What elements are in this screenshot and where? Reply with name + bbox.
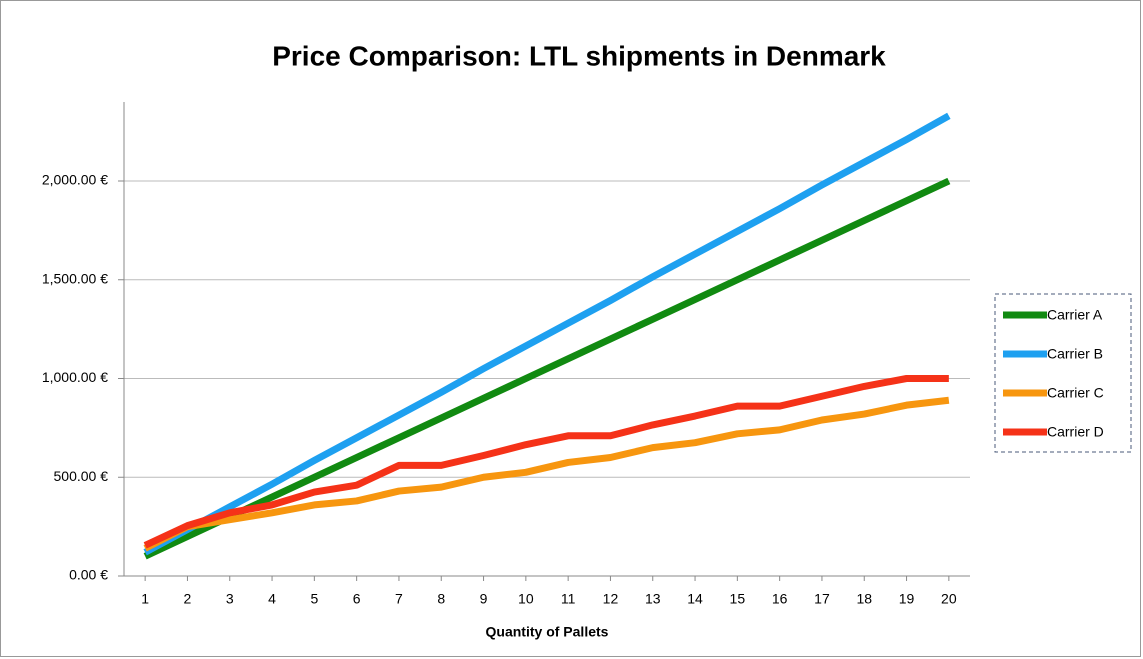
x-axis-label: Quantity of Pallets [486,624,609,640]
x-tick-label: 3 [226,591,234,607]
legend-label: Carrier D [1047,424,1104,440]
y-tick-label: 500.00 € [54,468,109,484]
legend-label: Carrier C [1047,385,1104,401]
legend-label: Carrier B [1047,346,1103,362]
chart-border [1,1,1141,657]
legend-label: Carrier A [1047,307,1103,323]
y-tick-label: 1,000.00 € [42,369,108,385]
x-tick-label: 14 [687,591,703,607]
x-tick-label: 17 [814,591,830,607]
x-tick-label: 15 [730,591,746,607]
chart-title: Price Comparison: LTL shipments in Denma… [272,40,886,71]
y-tick-label: 2,000.00 € [42,172,108,188]
x-tick-label: 7 [395,591,403,607]
chart: Price Comparison: LTL shipments in Denma… [0,0,1143,659]
x-tick-label: 12 [603,591,619,607]
y-tick-label: 1,500.00 € [42,270,108,286]
x-tick-label: 1 [141,591,149,607]
x-tick-label: 20 [941,591,957,607]
x-tick-label: 6 [353,591,361,607]
x-tick-label: 11 [561,591,576,607]
x-tick-label: 2 [184,591,192,607]
x-tick-label: 5 [310,591,318,607]
x-tick-label: 10 [518,591,534,607]
x-tick-label: 9 [480,591,488,607]
x-tick-label: 19 [899,591,915,607]
x-tick-label: 16 [772,591,788,607]
x-tick-label: 4 [268,591,276,607]
y-tick-label: 0.00 € [69,567,108,583]
x-tick-label: 13 [645,591,661,607]
x-tick-label: 8 [437,591,445,607]
x-tick-label: 18 [856,591,872,607]
